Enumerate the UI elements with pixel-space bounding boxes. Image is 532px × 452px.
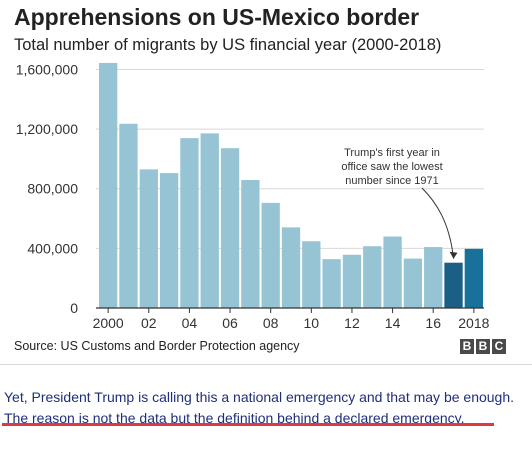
annotation-text: Trump's first year in: [344, 147, 440, 159]
y-tick-label: 1,600,000: [16, 61, 78, 77]
y-tick-label: 0: [70, 300, 78, 316]
red-underline: [2, 423, 494, 426]
x-tick-label: 08: [263, 315, 279, 331]
y-tick-label: 400,000: [27, 240, 78, 256]
chart-title: Apprehensions on US-Mexico border: [14, 4, 420, 30]
x-tick-label: 04: [182, 315, 198, 331]
bar: [200, 133, 219, 308]
bar: [403, 258, 423, 308]
bar: [424, 247, 443, 308]
chart-subtitle: Total number of migrants by US financial…: [14, 36, 442, 54]
source-note: Source: US Customs and Border Protection…: [14, 339, 300, 353]
y-tick-label: 1,200,000: [16, 121, 78, 137]
bar: [302, 241, 321, 308]
caption-text: Yet, President Trump is calling this a n…: [4, 387, 532, 429]
x-tick-label: 10: [304, 315, 320, 331]
caption-line: Yet, President Trump is calling this a n…: [4, 389, 515, 405]
bar: [139, 169, 158, 308]
y-tick-label: 800,000: [27, 181, 78, 197]
bar: [180, 138, 199, 308]
bar: [220, 148, 240, 308]
bar: [119, 123, 138, 308]
bar: [281, 227, 301, 308]
bar: [363, 246, 382, 308]
bar: [383, 236, 402, 308]
annotation-text: office saw the lowest: [341, 161, 442, 173]
bar: [261, 202, 280, 308]
bar: [322, 259, 341, 308]
annotation-text: number since 1971: [345, 175, 439, 187]
bar: [444, 262, 463, 308]
x-tick-label: 14: [385, 315, 401, 331]
x-tick-label: 12: [344, 315, 360, 331]
x-tick-label: 06: [222, 315, 238, 331]
x-tick-label: 02: [141, 315, 157, 331]
bar: [241, 179, 260, 308]
bar: [342, 254, 362, 308]
bbc-logo-letter: B: [460, 339, 474, 354]
caption-line: The reason is not the data but the defin…: [4, 410, 465, 426]
annotation-arrowhead: [449, 251, 458, 259]
bar: [159, 173, 179, 308]
x-tick-label: 2018: [458, 315, 489, 331]
section-divider: [0, 364, 532, 365]
bbc-logo-letter: B: [476, 339, 490, 354]
bar: [99, 62, 118, 309]
x-tick-label: 2000: [93, 315, 124, 331]
bbc-logo: B B C: [460, 339, 506, 354]
x-tick-label: 16: [425, 315, 441, 331]
bar: [464, 248, 483, 308]
bbc-logo-letter: C: [492, 339, 506, 354]
annotation-arrow: [421, 187, 455, 259]
bar-chart: 0 400,000 800,000 1,200,000 1,600,000 2000 02 0…: [16, 61, 490, 331]
